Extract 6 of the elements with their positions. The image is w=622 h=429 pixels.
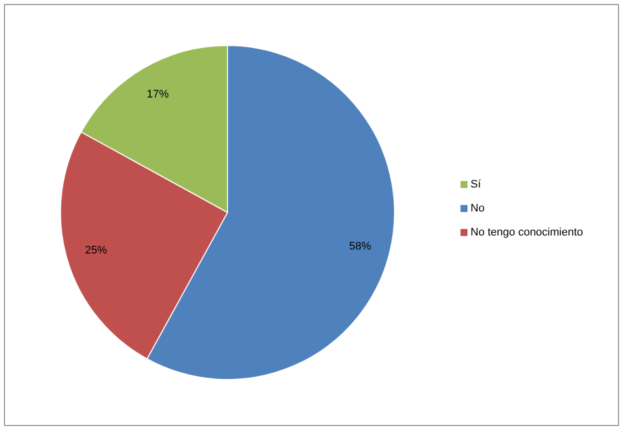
legend-label: No	[470, 202, 485, 214]
data-label: 58%	[349, 240, 372, 253]
legend-label: Sí	[470, 178, 482, 190]
data-label: 25%	[84, 244, 108, 257]
data-label: 17%	[146, 88, 170, 101]
legend-label: No tengo conocimiento	[470, 226, 584, 238]
